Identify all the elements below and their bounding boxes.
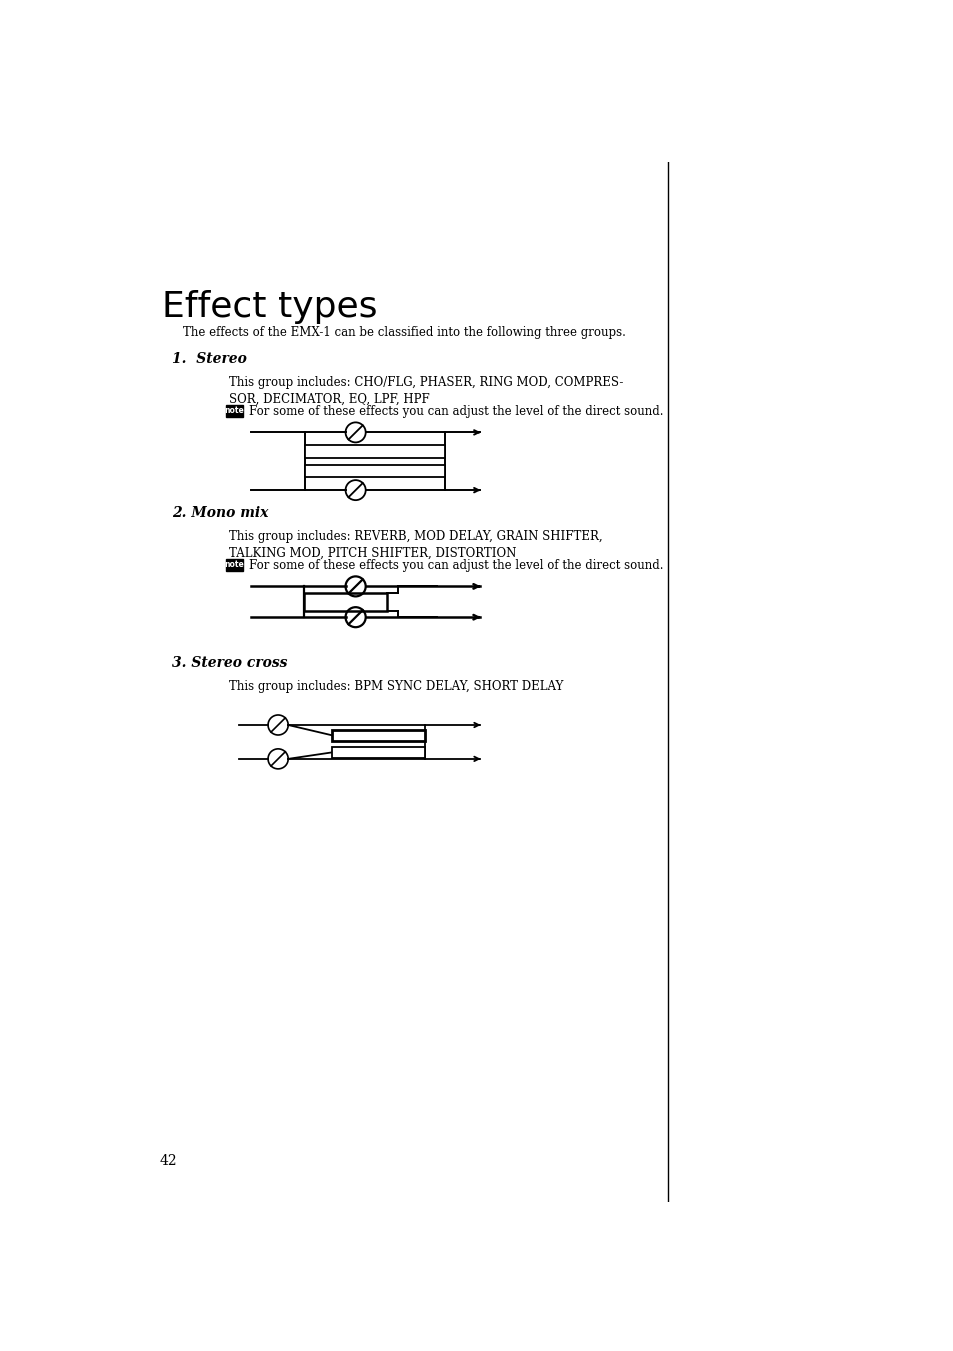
Bar	[305, 444, 444, 458]
Text: note: note	[225, 561, 244, 569]
Bar	[332, 747, 425, 758]
Text: This group includes: CHO/FLG, PHASER, RING MOD, COMPRES-
SOR, DECIMATOR, EQ, LPF: This group includes: CHO/FLG, PHASER, RI…	[229, 376, 623, 407]
Bar	[226, 559, 243, 571]
Text: This group includes: REVERB, MOD DELAY, GRAIN SHIFTER,
TALKING MOD, PITCH SHIFTE: This group includes: REVERB, MOD DELAY, …	[229, 530, 602, 561]
Bar	[303, 593, 386, 611]
Text: note: note	[225, 407, 244, 415]
Text: For some of these effects you can adjust the level of the direct sound.: For some of these effects you can adjust…	[249, 559, 662, 573]
Text: For some of these effects you can adjust the level of the direct sound.: For some of these effects you can adjust…	[249, 405, 662, 419]
Text: 1.  Stereo: 1. Stereo	[172, 351, 247, 366]
Text: 3. Stereo cross: 3. Stereo cross	[172, 655, 287, 670]
Bar	[332, 730, 425, 742]
Bar	[226, 405, 243, 417]
Text: 42: 42	[159, 1154, 177, 1167]
Text: Effect types: Effect types	[162, 290, 377, 324]
Text: The effects of the EMX-1 can be classified into the following three groups.: The effects of the EMX-1 can be classifi…	[183, 326, 625, 339]
Bar	[305, 465, 444, 477]
Text: 2. Mono mix: 2. Mono mix	[172, 505, 268, 520]
Text: This group includes: BPM SYNC DELAY, SHORT DELAY: This group includes: BPM SYNC DELAY, SHO…	[229, 681, 563, 693]
